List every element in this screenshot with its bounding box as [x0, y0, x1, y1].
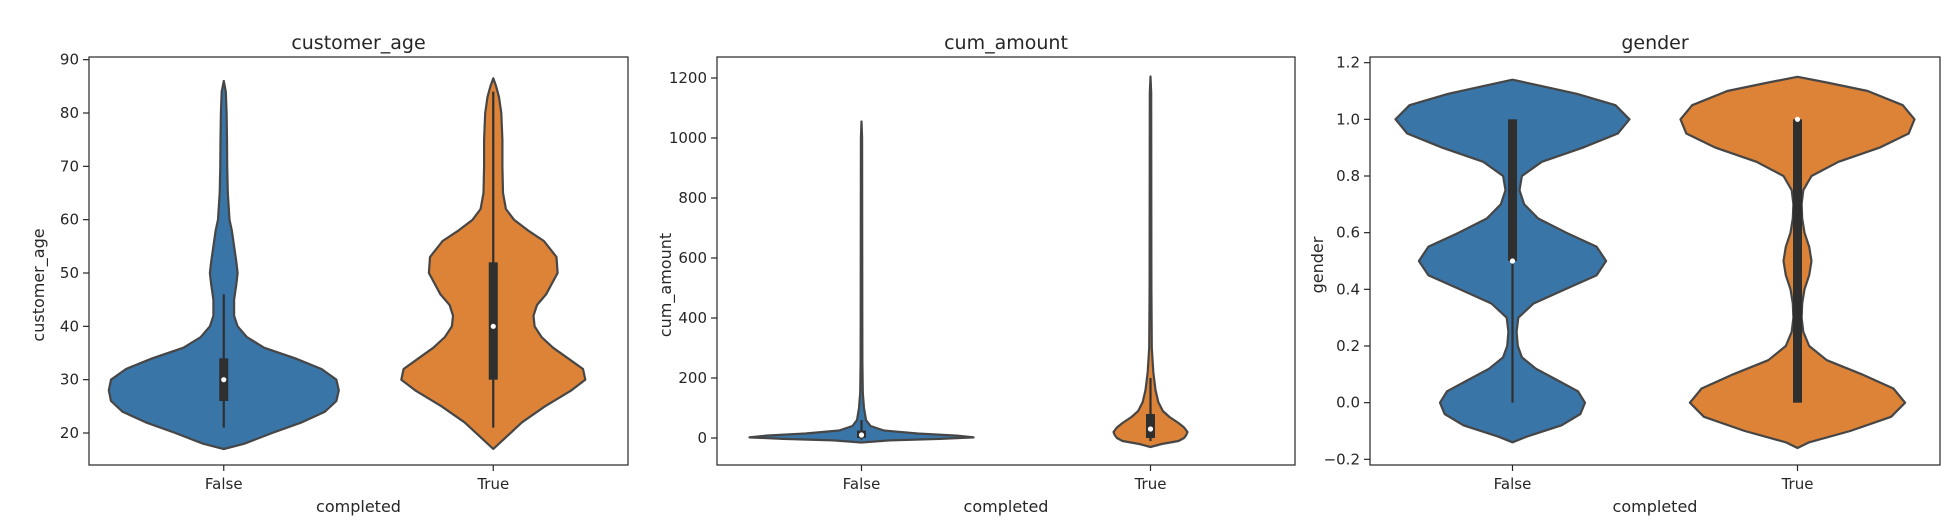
x-tick-label-false: False [205, 475, 243, 493]
median-point-false [221, 377, 227, 383]
y-tick-label: 0.0 [1336, 394, 1360, 412]
median-point-false [1509, 258, 1516, 264]
y-tick-label: 600 [678, 249, 707, 267]
y-tick-label: 50 [60, 264, 79, 282]
y-tick-label: 30 [60, 371, 79, 389]
y-tick-label: 1000 [669, 129, 707, 147]
x-tick-label-true: True [476, 475, 509, 493]
y-tick-label: 1.2 [1336, 54, 1360, 72]
y-tick-label: 0.6 [1336, 224, 1360, 242]
panel-title: gender [1621, 32, 1689, 54]
iqr-box-true [1793, 119, 1802, 403]
violin-false [748, 120, 975, 444]
y-tick-label: 80 [60, 104, 79, 122]
median-point-true [490, 323, 496, 329]
y-tick-label: 40 [60, 317, 79, 335]
y-tick-label: 90 [60, 51, 79, 69]
iqr-box-false [1508, 119, 1517, 261]
y-axis-label: gender [1308, 236, 1327, 293]
x-axis-label: completed [1613, 497, 1698, 516]
panel-title: cum_amount [944, 32, 1068, 54]
violin-false [107, 79, 340, 451]
y-tick-label: 60 [60, 211, 79, 229]
axes-frame [88, 56, 629, 466]
panel-cum-amount: cum_amount cum_amount completed 0 200 400 6… [656, 32, 1296, 516]
axes-frame [716, 56, 1296, 466]
panel-gender: gender gender completed −0.2 0.0 0.2 0.4 0.6… [1308, 32, 1941, 516]
y-tick-label: 0 [697, 429, 707, 447]
y-tick-label: 400 [678, 309, 707, 327]
y-tick-label: −0.2 [1324, 450, 1360, 468]
y-tick-label: 1.0 [1336, 110, 1360, 128]
iqr-box-true [1146, 414, 1155, 438]
panel-title: customer_age [291, 32, 425, 54]
median-point-true [1147, 426, 1154, 432]
y-tick-label: 0.2 [1336, 337, 1360, 355]
axes-frame [1369, 56, 1941, 466]
y-axis-label: customer_age [29, 228, 49, 341]
violin-true [1112, 75, 1189, 449]
x-tick-label-true: True [1134, 475, 1167, 493]
x-tick-label-true: True [1781, 475, 1814, 493]
y-tick-label: 1200 [669, 69, 707, 87]
median-point-true [1794, 116, 1801, 122]
y-tick-label: 70 [60, 157, 79, 175]
x-tick-label-false: False [1494, 475, 1532, 493]
median-point-false [858, 432, 865, 438]
iqr-box-true [488, 262, 498, 380]
panel-customer-age: customer_age customer_age completed 20 30… [29, 32, 629, 516]
x-tick-label-false: False [843, 475, 881, 493]
y-axis-label: cum_amount [656, 233, 676, 337]
y-tick-label: 200 [678, 369, 707, 387]
y-tick-label: 0.8 [1336, 167, 1360, 185]
y-tick-label: 800 [678, 189, 707, 207]
y-tick-label: 20 [60, 424, 79, 442]
x-axis-label: completed [316, 497, 401, 516]
y-tick-label: 0.4 [1336, 280, 1360, 298]
x-axis-label: completed [964, 497, 1049, 516]
